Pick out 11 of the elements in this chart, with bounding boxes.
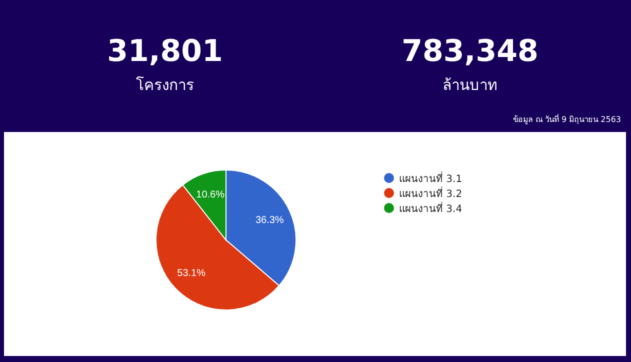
text: ล้านบาท bbox=[442, 75, 498, 96]
data-label: 53.1% bbox=[177, 268, 206, 280]
text: ข้อมูล ณ วันที่ 9 มิถุนายน 2563 bbox=[512, 113, 621, 126]
data-label: 36.3% bbox=[255, 214, 284, 226]
text: 783,348 bbox=[400, 34, 540, 69]
legend-label: แผนงานที่ 3.1 bbox=[399, 174, 462, 185]
legend-label: แผนงานที่ 3.2 bbox=[399, 189, 462, 200]
text: 31,801 bbox=[106, 34, 224, 69]
legend-label: แผนงานที่ 3.4 bbox=[399, 204, 462, 215]
text: โครงการ bbox=[135, 75, 195, 96]
data-label: 10.6% bbox=[196, 190, 225, 201]
